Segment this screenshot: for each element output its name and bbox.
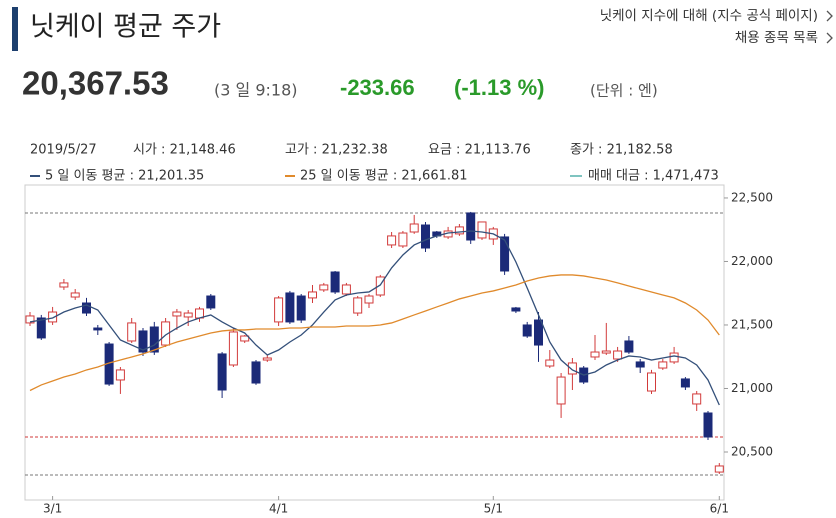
candle-body [353,297,363,314]
candle-body [500,236,510,272]
candle-body [613,350,623,360]
candle-body [48,311,58,323]
candle-body [285,292,295,323]
candle-body [658,361,668,369]
candle-body [556,376,566,405]
candle-body [522,324,532,337]
candle-body [341,284,351,295]
candle-body [138,330,148,353]
candle-body [375,276,385,296]
candle-body [680,378,690,388]
candle-body [274,297,284,323]
candle-body [647,372,656,392]
candle-body [149,326,159,353]
candle-body [567,362,577,375]
chevron [826,10,833,22]
candle-body [364,295,374,304]
legend-label: 매매 대금 : 1,471,473 [588,169,719,184]
candle-body [319,284,329,291]
y-tick-label: 22,000 [731,254,773,268]
candle-body [115,369,125,381]
info-close: 종가 : 21,182.58 [570,143,673,158]
index-link[interactable]: 닛케이 지수에 대해 (지수 공식 페이지) [600,8,818,24]
x-tick-label: 6/1 [710,502,729,515]
change: -233.66 [340,75,415,100]
candle-body [635,361,645,368]
candle-body [183,312,193,318]
candle-body [296,295,306,321]
candle-body [25,315,35,324]
candle-body [692,393,702,405]
candle-body [36,317,46,339]
candle-body [127,322,137,342]
candle-body [421,224,430,249]
candle-body [387,235,397,246]
constituents-link[interactable]: 채용 종목 목록 [735,30,818,46]
y-tick-label: 21,500 [731,317,773,331]
candle-body [669,352,679,363]
info-high: 고가 : 21,232.38 [285,143,388,158]
candle-body [262,357,272,361]
x-tick-label: 5/1 [484,502,503,515]
candle-body [217,353,227,391]
candle-body [206,295,216,309]
candle-body [466,212,476,241]
candle-body [70,292,80,298]
candle-body [534,319,543,346]
candle-body [601,350,611,354]
candle-body [93,327,103,331]
ma-line [29,274,720,392]
candle-body [308,291,317,299]
candle-body [714,465,724,473]
candle-body [82,302,91,314]
legend-label: 5 일 이동 평균 : 21,201.35 [45,169,204,184]
x-tick-label: 3/1 [43,502,62,515]
candle-body [703,412,713,438]
quote-time: (3 일 9:18) [214,81,298,100]
candle-body [59,282,69,288]
candle-body [409,223,419,233]
candle-body [228,331,238,366]
ma-line [29,230,720,406]
candle-body [240,335,250,342]
y-tick-label: 20,500 [731,444,773,458]
candle-body [590,351,600,358]
candle-body [624,340,634,353]
title-bar [12,7,18,51]
candle-body [330,271,340,293]
y-tick-label: 22,500 [731,190,773,204]
unit: (단위 : 엔) [590,82,658,100]
info-open: 시가 : 21,148.46 [133,143,236,158]
price: 20,367.53 [22,65,169,102]
info-date: 2019/5/27 [30,143,97,158]
chevron [826,32,833,44]
candle-body [511,307,521,312]
candle-body [251,361,261,384]
candle-body [172,311,182,317]
candle-body [161,321,171,346]
change-pct: (-1.13 %) [454,75,544,100]
info-low: 요금 : 21,113.76 [428,143,531,158]
candle-body [477,221,487,239]
candle-body [545,359,555,367]
candle-body [454,226,464,235]
x-tick-label: 4/1 [269,502,288,515]
y-tick-label: 21,000 [731,381,773,395]
plot-frame [24,184,725,501]
legend-label: 25 일 이동 평균 : 21,661.81 [300,169,468,184]
candle-body [398,232,408,247]
page-title: 닛케이 평균 주가 [30,12,221,43]
